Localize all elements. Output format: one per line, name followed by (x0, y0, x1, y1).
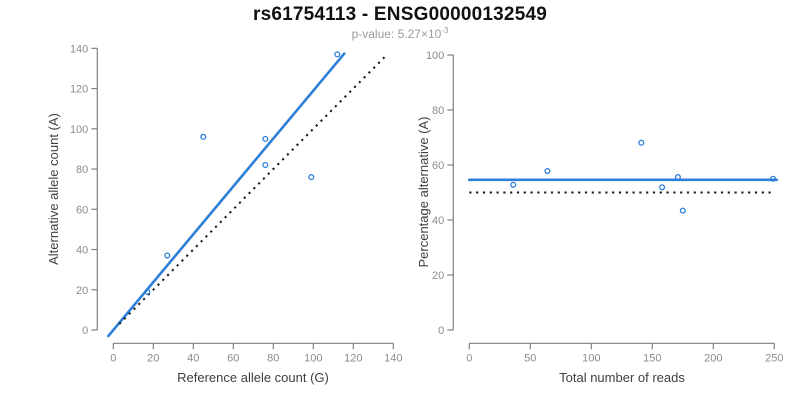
y-tick-label: 40 (76, 245, 88, 257)
data-point (262, 161, 269, 169)
y-tick-label: 40 (432, 215, 444, 227)
right-panel: 0 20 40 60 80 100 0 50 100 150 200 250 Total number… (416, 50, 783, 385)
data-point (770, 175, 777, 182)
x-tick-label: 100 (582, 352, 600, 364)
x-tick-label: 100 (304, 352, 322, 364)
pvalue-exponent: -3 (441, 26, 449, 35)
right-xaxis-label: Total number of reads (559, 370, 685, 385)
x-tick-label: 60 (227, 352, 239, 364)
x-tick-label: 0 (466, 352, 472, 364)
fit-line (107, 52, 346, 338)
data-point (144, 288, 151, 295)
pvalue-subtitle: p-value: 5.27×10-3 (0, 26, 800, 41)
right-marks (467, 139, 779, 214)
y-tick-label: 20 (76, 285, 88, 297)
x-tick-label: 50 (524, 352, 536, 364)
y-tick-label: 100 (426, 50, 444, 62)
right-axes: 0 20 40 60 80 100 0 50 100 150 200 250 (426, 50, 784, 364)
y-tick-label: 120 (70, 84, 88, 96)
identity-line (118, 54, 388, 325)
data-point (679, 207, 686, 214)
data-point (200, 133, 207, 140)
x-tick-label: 200 (704, 352, 722, 364)
y-tick-label: 60 (76, 204, 88, 216)
figure-title: rs61754113 - ENSG00000132549 (252, 4, 547, 25)
data-point (510, 181, 517, 188)
left-axes: 0 20 40 60 80 100 120 140 0 20 40 60 80 100 120 140 (70, 43, 403, 364)
y-tick-label: 60 (432, 160, 444, 172)
x-tick-label: 150 (643, 352, 661, 364)
x-tick-label: 0 (110, 352, 116, 364)
y-tick-label: 80 (76, 164, 88, 176)
data-point (262, 135, 269, 142)
y-tick-label: 0 (82, 325, 88, 337)
x-tick-label: 20 (147, 352, 159, 364)
left-xaxis-label: Reference allele count (G) (177, 370, 329, 385)
data-point (544, 168, 551, 175)
left-yaxis-label: Alternative allele count (A) (46, 113, 61, 265)
x-tick-label: 140 (384, 352, 402, 364)
data-point (659, 184, 666, 191)
data-point (164, 252, 171, 259)
pvalue-text: p-value: 5.27×10 (351, 27, 442, 41)
x-tick-label: 40 (187, 352, 199, 364)
y-tick-label: 20 (432, 270, 444, 282)
right-yaxis-label: Percentage alternative (A) (416, 116, 431, 267)
data-point (334, 51, 341, 58)
left-marks (107, 51, 388, 338)
y-tick-label: 140 (70, 43, 88, 55)
x-tick-label: 120 (344, 352, 362, 364)
y-tick-label: 100 (70, 124, 88, 136)
x-tick-label: 80 (267, 352, 279, 364)
y-tick-label: 0 (438, 325, 444, 337)
data-point (308, 174, 315, 181)
data-point (638, 139, 645, 146)
x-tick-label: 250 (765, 352, 783, 364)
data-point (674, 174, 681, 181)
y-tick-label: 80 (432, 105, 444, 117)
left-panel: 0 20 40 60 80 100 120 140 0 20 40 60 80 100 120 140 Ref… (46, 43, 402, 385)
